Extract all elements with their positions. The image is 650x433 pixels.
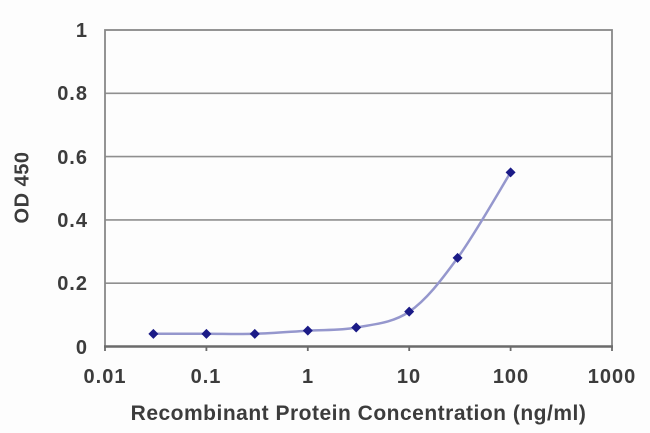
data-point-marker [249, 328, 260, 339]
y-tick-label: 1 [75, 20, 88, 42]
x-axis-title: Recombinant Protein Concentration (ng/ml… [130, 402, 587, 425]
x-tick-label: 1000 [587, 366, 637, 388]
y-tick-label: 0.2 [57, 273, 88, 295]
data-point-marker [351, 322, 362, 333]
y-axis-title: OD 450 [11, 151, 34, 224]
x-tick-label: 100 [492, 366, 530, 388]
data-point-marker [452, 252, 463, 263]
x-tick-label: 0.1 [190, 366, 222, 388]
data-point-marker [404, 306, 415, 317]
series-line [152, 171, 512, 336]
y-tick-label: 0.6 [57, 147, 88, 169]
x-tick-label: 0.01 [83, 366, 127, 388]
y-tick-label: 0.4 [57, 210, 88, 232]
x-tick-label: 1 [301, 366, 315, 388]
y-tick-label: 0.8 [57, 83, 88, 105]
data-point-marker [201, 328, 212, 339]
data-point-marker [505, 167, 516, 178]
data-point-marker [148, 328, 159, 339]
data-point-marker [302, 325, 313, 336]
x-tick-label: 10 [396, 366, 422, 388]
plot-frame [104, 29, 613, 348]
y-tick-label: 0 [75, 337, 88, 359]
